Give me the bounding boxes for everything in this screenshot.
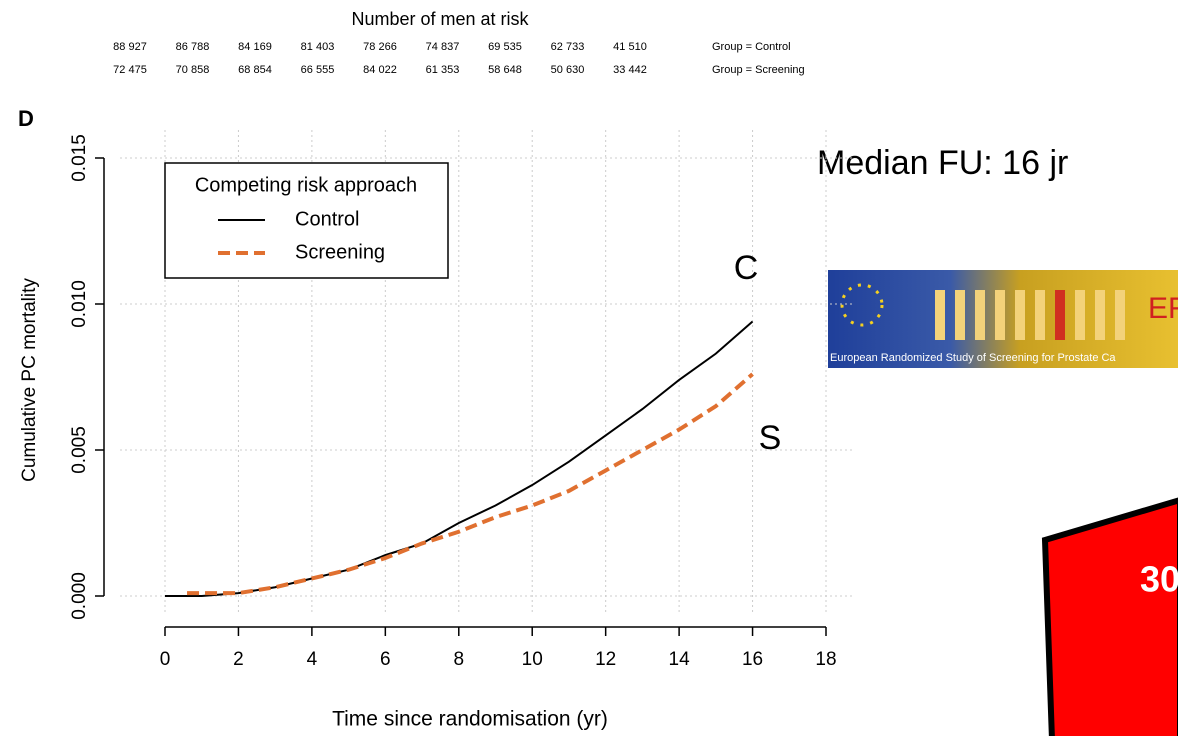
line xyxy=(165,320,754,597)
logo-mark: ERS xyxy=(1148,292,1178,325)
x-tick-label: 4 xyxy=(307,649,318,670)
risk-count: 81 403 xyxy=(301,41,335,53)
risk-label: Group = Screening xyxy=(712,64,805,76)
logo-caption: European Randomized Study of Screening f… xyxy=(830,352,1116,364)
x-tick-label: 10 xyxy=(522,649,543,670)
risk-count: 62 733 xyxy=(551,41,585,53)
legend-label: Control xyxy=(295,208,359,230)
risk-count: 33 442 xyxy=(613,64,647,76)
x-tick-label: 14 xyxy=(669,649,691,670)
risk-count: 88 927 xyxy=(113,41,147,53)
x-tick-label: 18 xyxy=(815,649,836,670)
annotation: C xyxy=(734,249,759,287)
risk-count: 72 475 xyxy=(113,64,147,76)
risk-count: 69 535 xyxy=(488,41,522,53)
risk-count: 66 555 xyxy=(301,64,335,76)
risk-count: 74 837 xyxy=(426,41,460,53)
legend-title: Competing risk approach xyxy=(195,174,417,196)
x-tick-label: 16 xyxy=(742,649,763,670)
risk-count: 68 854 xyxy=(238,64,272,76)
eu-stars xyxy=(840,283,884,327)
y-tick-label: 0.015 xyxy=(69,134,90,182)
risk-count: 50 630 xyxy=(551,64,585,76)
risk-count: 78 266 xyxy=(363,41,397,53)
x-axis-label: Time since randomisation (yr) xyxy=(332,708,608,731)
line xyxy=(187,372,754,596)
page-number-box xyxy=(1041,497,1178,741)
legend-label: Screening xyxy=(295,241,385,263)
legend-box xyxy=(164,162,449,279)
note: Median FU: 16 jr xyxy=(817,144,1068,182)
risk-title: Number of men at risk xyxy=(351,9,529,29)
x-tick-label: 0 xyxy=(160,649,171,670)
annotation: S xyxy=(759,419,782,457)
logo: ERS European Randomized Study of Screeni… xyxy=(828,270,1178,368)
x-tick-label: 8 xyxy=(453,649,464,670)
x-tick-label: 12 xyxy=(595,649,616,670)
x-tick-label: 2 xyxy=(233,649,244,670)
panel-label: D xyxy=(18,106,34,131)
logo-figures xyxy=(935,290,1125,340)
risk-count: 58 648 xyxy=(488,64,522,76)
y-tick-label: 0.000 xyxy=(69,572,90,620)
risk-count: 41 510 xyxy=(613,41,647,53)
risk-count: 61 353 xyxy=(426,64,460,76)
page-number: 30 xyxy=(1140,559,1178,600)
y-tick-label: 0.010 xyxy=(69,280,90,328)
risk-count: 84 022 xyxy=(363,64,397,76)
risk-count: 84 169 xyxy=(238,41,272,53)
x-tick-label: 6 xyxy=(380,649,391,670)
risk-count: 70 858 xyxy=(176,64,210,76)
y-axis-label: Cumulative PC mortality xyxy=(19,278,40,482)
y-tick-label: 0.005 xyxy=(69,426,90,474)
risk-label: Group = Control xyxy=(712,41,791,53)
risk-count: 86 788 xyxy=(176,41,210,53)
